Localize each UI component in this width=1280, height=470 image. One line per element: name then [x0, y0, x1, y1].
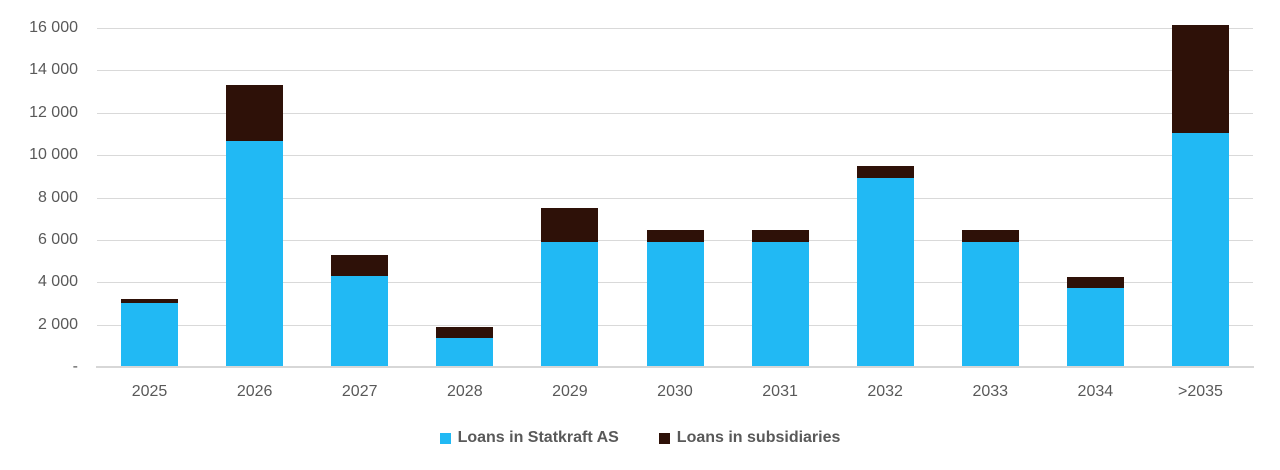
bar-segment-2034-loans-in-statkraft-as: [1066, 287, 1124, 367]
bar-segment-2035-loans-in-statkraft-as: [1171, 132, 1229, 367]
legend-item-loans-in-subsidiaries: Loans in subsidiaries: [658, 429, 841, 447]
bar-segment-2030-loans-in-statkraft-as: [646, 241, 704, 367]
bar-segment-2027-loans-in-subsidiaries: [331, 254, 389, 276]
legend-swatch-icon: [439, 432, 451, 444]
y-axis-label-8000: 8 000: [37, 188, 78, 206]
legend: Loans in Statkraft AS Loans in subsidiari…: [0, 429, 1280, 447]
y-axis-label-4000: 4 000: [37, 273, 78, 291]
gridline-8000: [97, 197, 1253, 199]
bar-segment-2029-loans-in-statkraft-as: [541, 241, 599, 367]
bar-segment-2030-loans-in-subsidiaries: [646, 230, 704, 242]
x-axis-label-2025: 2025: [131, 383, 168, 400]
y-axis-label-0: -: [72, 358, 78, 375]
gridline-16000: [97, 28, 1253, 29]
x-axis-label-2030: 2030: [657, 383, 693, 400]
bar-segment-2033-loans-in-subsidiaries: [961, 230, 1019, 242]
bar-segment-2027-loans-in-statkraft-as: [331, 275, 389, 367]
bar-segment-2025-loans-in-subsidiaries: [121, 299, 179, 304]
bar-segment-2032-loans-in-subsidiaries: [856, 165, 914, 179]
x-axis-label-2026: 2026: [236, 383, 273, 400]
bar-segment-2025-loans-in-statkraft-as: [121, 303, 179, 367]
y-axis-label-14000: 14 000: [29, 61, 78, 79]
y-axis-label-10000: 10 000: [29, 146, 78, 164]
legend-item-loans-in-statkraft-as: Loans in Statkraft AS: [439, 429, 619, 447]
x-axis-label-2029: 2029: [552, 383, 588, 400]
bar-segment-2031-loans-in-statkraft-as: [751, 241, 809, 367]
legend-label: Loans in subsidiaries: [676, 429, 841, 446]
gridline-14000: [97, 70, 1253, 72]
gridline-10000: [97, 155, 1253, 157]
y-axis-label-6000: 6 000: [37, 230, 78, 248]
plot-area: [97, 24, 1253, 367]
x-axis-label-2035: >2035: [1177, 383, 1223, 400]
y-axis-label-12000: 12 000: [29, 103, 78, 121]
y-axis-label-2000: 2 000: [37, 315, 78, 333]
x-axis-label-2027: 2027: [341, 383, 378, 400]
x-axis-label-2028: 2028: [447, 383, 483, 400]
bar-segment-2032-loans-in-statkraft-as: [856, 178, 914, 367]
x-axis-line: [96, 366, 1254, 368]
legend-swatch-icon: [658, 432, 670, 444]
x-axis-label-2033: 2033: [972, 383, 1009, 400]
bar-segment-2031-loans-in-subsidiaries: [751, 230, 809, 242]
bar-segment-2034-loans-in-subsidiaries: [1066, 276, 1124, 288]
y-axis-label-16000: 16 000: [29, 19, 78, 36]
gridline-12000: [97, 112, 1253, 114]
bar-segment-2026-loans-in-statkraft-as: [226, 141, 284, 367]
bar-segment-2028-loans-in-statkraft-as: [436, 338, 494, 367]
bar-segment-2033-loans-in-statkraft-as: [961, 241, 1019, 367]
bar-segment-2028-loans-in-subsidiaries: [436, 326, 494, 339]
x-axis-label-2031: 2031: [762, 383, 798, 400]
bar-segment-2029-loans-in-subsidiaries: [541, 208, 599, 242]
bar-segment-2035-loans-in-subsidiaries: [1171, 24, 1229, 133]
bar-segment-2026-loans-in-subsidiaries: [226, 85, 284, 142]
x-axis-label-2034: 2034: [1077, 383, 1114, 400]
x-axis-label-2032: 2032: [867, 383, 903, 400]
legend-label: Loans in Statkraft AS: [457, 429, 619, 446]
